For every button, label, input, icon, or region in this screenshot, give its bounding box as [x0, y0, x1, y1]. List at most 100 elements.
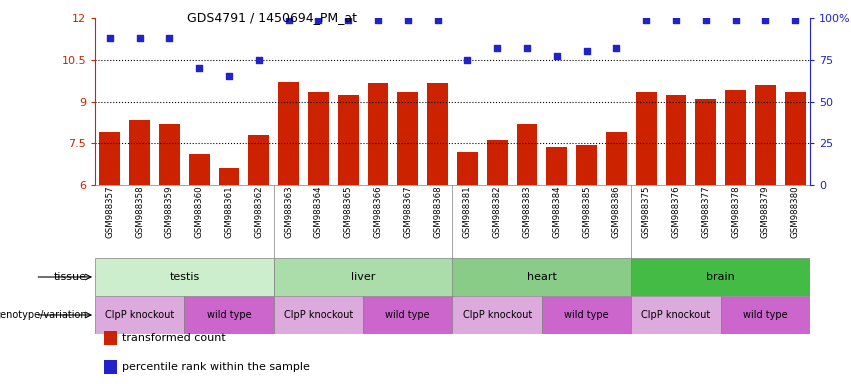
Bar: [576, 145, 597, 185]
Bar: [274, 258, 453, 296]
Text: GDS4791 / 1450694_PM_at: GDS4791 / 1450694_PM_at: [187, 12, 357, 25]
Bar: [95, 258, 274, 296]
Text: GSM988366: GSM988366: [374, 185, 382, 238]
Bar: [542, 296, 631, 334]
Bar: [487, 141, 507, 185]
Point: [341, 17, 355, 23]
Text: tissue: tissue: [54, 272, 87, 282]
Text: wild type: wild type: [386, 310, 430, 320]
Point: [460, 57, 474, 63]
Point: [580, 48, 593, 55]
Bar: [631, 296, 721, 334]
Point: [103, 35, 117, 41]
Text: GSM988368: GSM988368: [433, 185, 443, 238]
Bar: [338, 94, 358, 185]
Text: GSM988384: GSM988384: [552, 185, 562, 238]
Bar: [695, 99, 717, 185]
Text: wild type: wild type: [743, 310, 788, 320]
Text: GSM988364: GSM988364: [314, 185, 323, 238]
Text: genotype/variation: genotype/variation: [0, 310, 87, 320]
Bar: [457, 152, 477, 185]
Point: [192, 65, 206, 71]
Point: [788, 17, 802, 23]
Point: [371, 17, 385, 23]
Bar: [606, 132, 627, 185]
Text: GSM988365: GSM988365: [344, 185, 352, 238]
Text: GSM988381: GSM988381: [463, 185, 472, 238]
Text: GSM988363: GSM988363: [284, 185, 293, 238]
Text: GSM988380: GSM988380: [791, 185, 800, 238]
Text: GSM988378: GSM988378: [731, 185, 740, 238]
Bar: [159, 124, 180, 185]
Bar: [397, 92, 418, 185]
Bar: [274, 296, 363, 334]
Bar: [517, 124, 537, 185]
Bar: [665, 94, 687, 185]
Text: GSM988379: GSM988379: [761, 185, 770, 237]
Bar: [278, 82, 299, 185]
Text: GSM988360: GSM988360: [195, 185, 203, 238]
Bar: [721, 296, 810, 334]
Text: GSM988375: GSM988375: [642, 185, 651, 238]
Text: GSM988383: GSM988383: [523, 185, 532, 238]
Bar: [363, 296, 453, 334]
Point: [699, 17, 712, 23]
Bar: [546, 147, 568, 185]
Text: GSM988357: GSM988357: [106, 185, 114, 238]
Point: [163, 35, 176, 41]
Text: ClpP knockout: ClpP knockout: [105, 310, 174, 320]
Point: [728, 17, 742, 23]
Text: GSM988359: GSM988359: [165, 185, 174, 237]
Text: GSM988367: GSM988367: [403, 185, 413, 238]
Bar: [725, 90, 746, 185]
Text: GSM988385: GSM988385: [582, 185, 591, 238]
Text: GSM988382: GSM988382: [493, 185, 502, 238]
Point: [550, 53, 563, 60]
Point: [609, 45, 623, 51]
Text: percentile rank within the sample: percentile rank within the sample: [123, 362, 310, 372]
Bar: [129, 119, 150, 185]
Point: [758, 17, 772, 23]
Point: [669, 17, 683, 23]
Text: brain: brain: [706, 272, 735, 282]
Text: GSM988358: GSM988358: [135, 185, 144, 238]
Text: ClpP knockout: ClpP knockout: [284, 310, 353, 320]
Text: liver: liver: [351, 272, 375, 282]
Text: GSM988377: GSM988377: [701, 185, 711, 238]
Point: [520, 45, 534, 51]
Point: [222, 73, 236, 79]
Text: testis: testis: [169, 272, 199, 282]
Bar: [185, 296, 274, 334]
Bar: [100, 132, 120, 185]
Point: [401, 17, 414, 23]
Point: [490, 45, 504, 51]
Bar: [248, 135, 269, 185]
Text: ClpP knockout: ClpP knockout: [642, 310, 711, 320]
Text: ClpP knockout: ClpP knockout: [463, 310, 532, 320]
Bar: [453, 296, 542, 334]
Point: [252, 57, 266, 63]
Bar: [427, 83, 448, 185]
Bar: [308, 92, 328, 185]
Bar: [189, 154, 209, 185]
Bar: [636, 92, 657, 185]
Point: [133, 35, 146, 41]
Text: wild type: wild type: [207, 310, 251, 320]
Bar: [368, 83, 388, 185]
Text: GSM988361: GSM988361: [225, 185, 233, 238]
Point: [282, 17, 295, 23]
Bar: [95, 296, 185, 334]
Text: GSM988376: GSM988376: [671, 185, 681, 238]
Text: GSM988386: GSM988386: [612, 185, 621, 238]
Bar: [755, 85, 776, 185]
Text: transformed count: transformed count: [123, 333, 226, 343]
Bar: [219, 168, 239, 185]
Point: [639, 17, 653, 23]
Bar: [453, 258, 631, 296]
Point: [431, 17, 444, 23]
Bar: [785, 92, 806, 185]
Text: wild type: wild type: [564, 310, 608, 320]
Bar: [631, 258, 810, 296]
Text: heart: heart: [527, 272, 557, 282]
Text: GSM988362: GSM988362: [254, 185, 263, 238]
